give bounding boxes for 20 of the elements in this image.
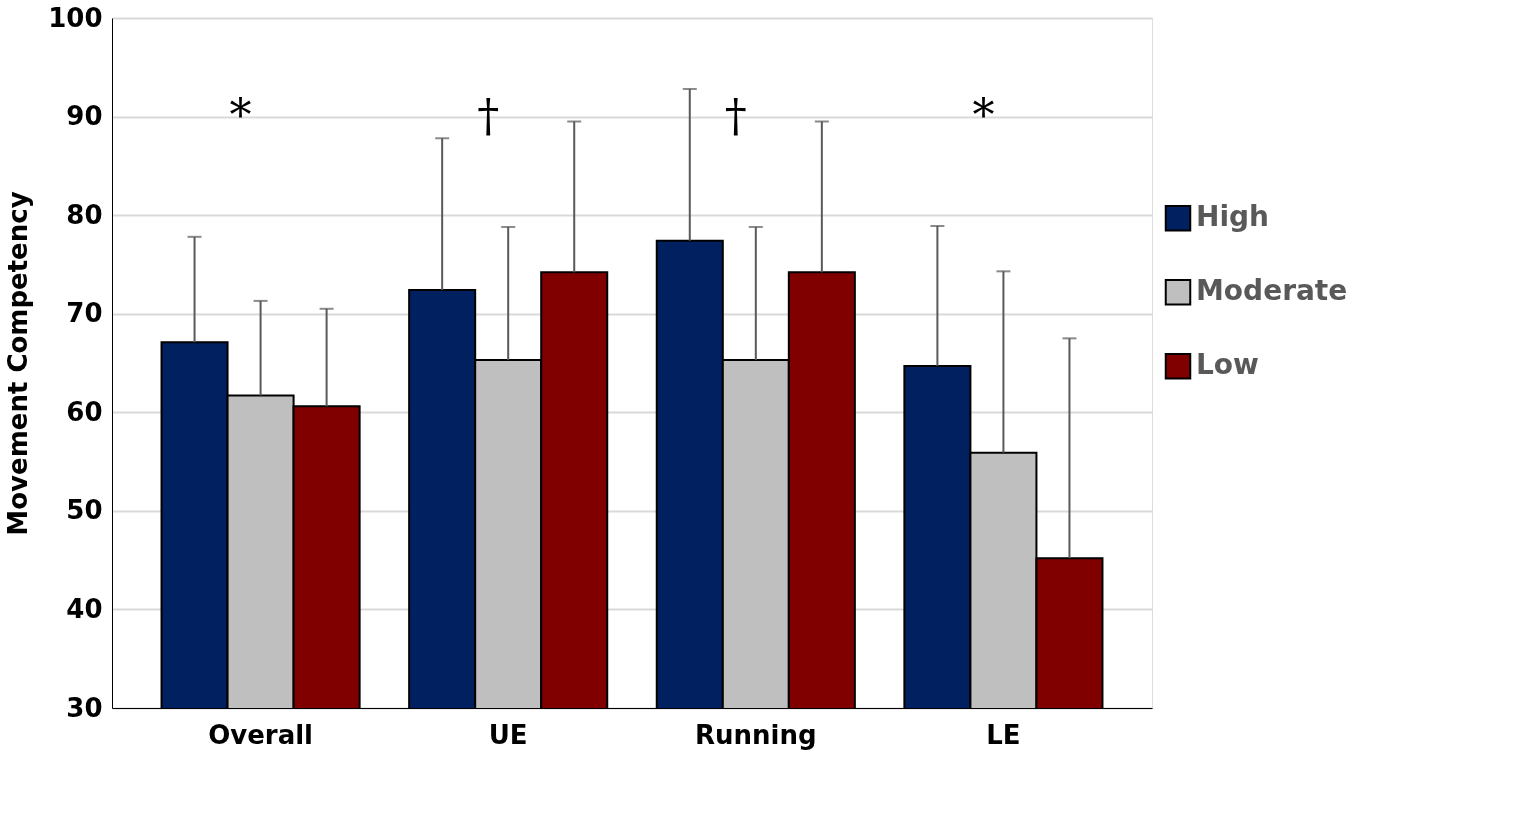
y-tick-label: 50 (66, 495, 103, 526)
legend-label: Moderate (1196, 274, 1348, 308)
annotation: * (229, 90, 252, 141)
y-tick-label: 70 (66, 298, 103, 329)
y-tick-label: 90 (66, 101, 103, 132)
x-tick-label: Overall (208, 719, 314, 750)
x-tick-label: LE (986, 719, 1021, 750)
y-tick-label: 60 (66, 396, 103, 427)
y-axis-title: Movement Competency (3, 191, 34, 536)
y-tick-label: 80 (66, 199, 103, 230)
y-tick-label: 100 (48, 2, 103, 33)
legend-label: Low (1196, 348, 1259, 382)
x-tick-label: Running (695, 719, 817, 750)
y-tick-label: 40 (66, 593, 103, 624)
x-tick-label: UE (488, 719, 528, 750)
annotation: † (724, 90, 747, 141)
y-tick-label: 30 (66, 692, 103, 723)
annotation: † (477, 90, 500, 141)
annotation: * (972, 90, 995, 141)
legend-label: High (1196, 200, 1270, 234)
